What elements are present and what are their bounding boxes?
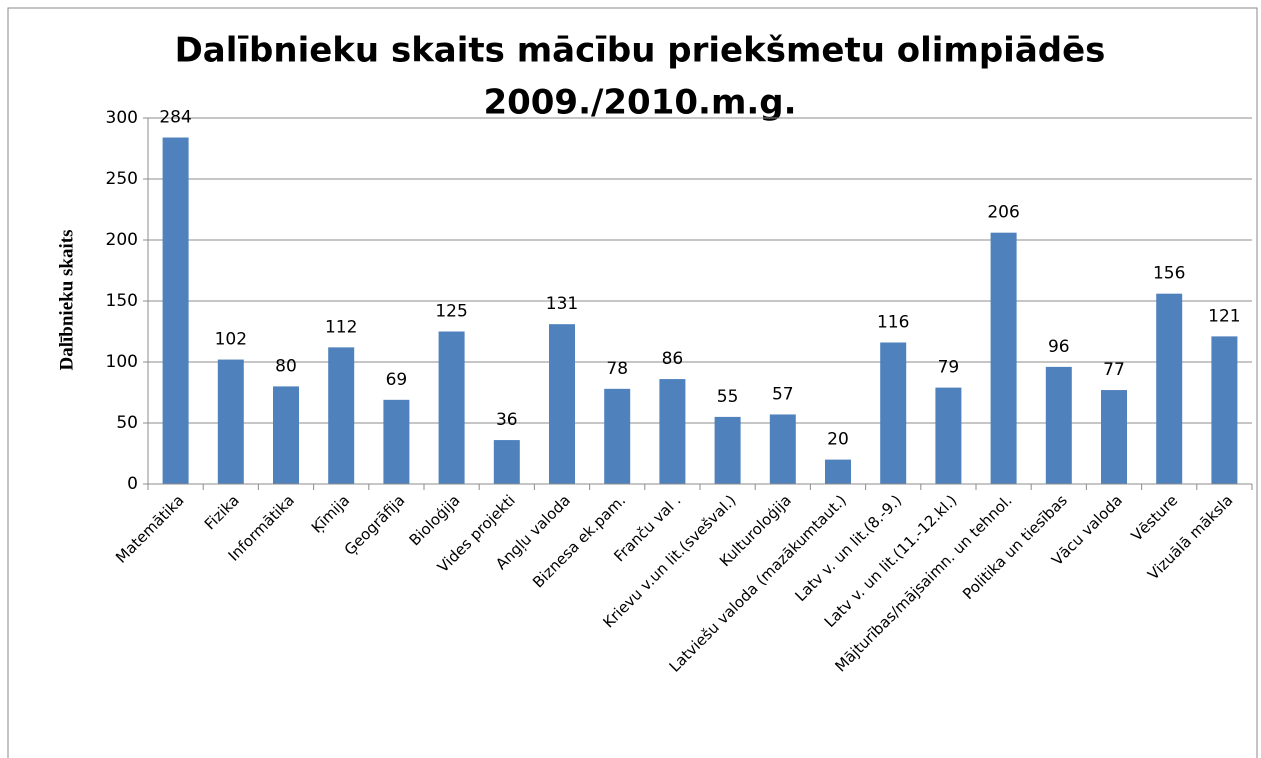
bar [1156, 293, 1183, 484]
value-label: 102 [215, 330, 247, 350]
x-tick-label: Matemātika [112, 491, 187, 566]
value-label: 112 [325, 317, 357, 337]
y-axis-label: Dalībnieku skaits [56, 230, 77, 371]
x-tick-label: Fizika [201, 491, 243, 533]
x-tick-label: Bioloģija [406, 491, 464, 549]
bar [217, 359, 244, 484]
bar [162, 137, 189, 484]
bar [714, 416, 741, 484]
x-tick-label: Biznesa ek.pam. [529, 491, 629, 591]
value-label: 57 [772, 384, 794, 404]
y-tick-label: 150 [106, 291, 138, 311]
x-tick-label: Ģeogrāfija [341, 491, 409, 559]
chart-frame [7, 7, 1258, 758]
value-label: 69 [386, 370, 408, 390]
value-label: 80 [275, 356, 297, 376]
x-tick-label: Politika un tiesības [959, 491, 1071, 603]
chart-title: Dalībnieku skaits mācību priekšmetu olim… [175, 31, 1106, 71]
bar [383, 399, 410, 484]
value-label: 156 [1153, 264, 1185, 284]
value-label: 55 [717, 387, 739, 407]
value-label: 96 [1048, 337, 1070, 357]
value-label: 284 [159, 108, 191, 128]
bar [769, 414, 796, 484]
bar [438, 331, 465, 484]
chart-title: 2009./2010.m.g. [483, 83, 796, 123]
bar [1045, 366, 1072, 484]
bar [1211, 336, 1238, 484]
value-label: 78 [606, 359, 628, 379]
value-label: 131 [546, 294, 578, 314]
value-label: 86 [662, 349, 684, 369]
value-label: 20 [827, 430, 849, 450]
bar [825, 459, 851, 484]
value-label: 125 [435, 302, 467, 322]
x-tick-label: Ķīmija [308, 491, 353, 536]
bar [880, 342, 907, 484]
bar [273, 386, 299, 484]
bar [604, 388, 631, 484]
value-label: 116 [877, 312, 909, 332]
bar [328, 347, 355, 484]
x-tick-label: Latv v. un lit.(8.-9.) [791, 491, 905, 605]
y-tick-label: 200 [106, 230, 138, 250]
x-tick-label: Vēsture [1128, 491, 1182, 545]
y-tick-label: 50 [116, 413, 138, 433]
y-tick-label: 250 [106, 169, 138, 189]
value-label: 121 [1208, 306, 1240, 326]
bar [1101, 390, 1127, 484]
y-tick-label: 300 [106, 108, 138, 128]
bar [549, 324, 575, 484]
bar [935, 387, 962, 484]
value-label: 77 [1103, 360, 1125, 380]
value-label: 79 [938, 358, 960, 378]
bar [659, 379, 686, 484]
y-tick-label: 0 [127, 474, 138, 494]
bar [493, 440, 520, 484]
bar [990, 232, 1017, 484]
y-tick-label: 100 [106, 352, 138, 372]
value-label: 36 [496, 410, 518, 430]
value-label: 206 [987, 203, 1019, 223]
